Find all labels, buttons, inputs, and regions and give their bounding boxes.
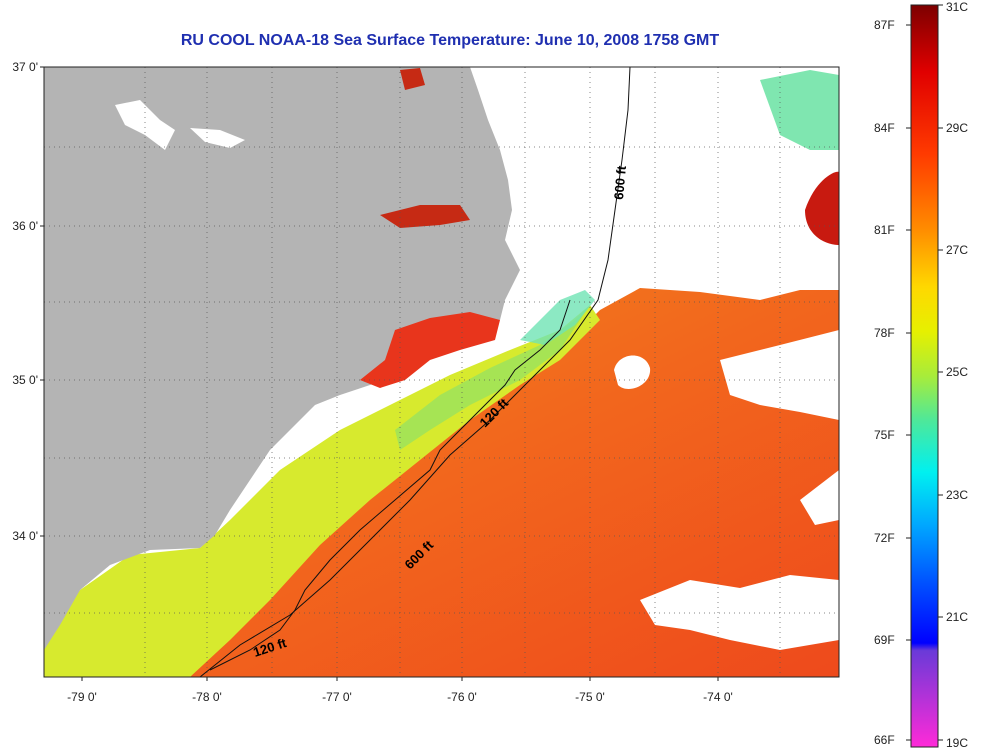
graticule [44, 67, 839, 677]
lon-label: -79 0' [67, 690, 97, 704]
contour-600ft [199, 67, 631, 677]
lat-label: 37 0' [12, 60, 38, 74]
colorbar-label-fahrenheit: 66F [874, 733, 895, 747]
colorbar-label-celsius: 27C [946, 243, 969, 257]
albemarle-sound-water [380, 205, 470, 228]
cloud-patch [720, 330, 839, 420]
lon-label: -78 0' [192, 690, 222, 704]
colorbar-label-celsius: 29C [946, 121, 969, 135]
map-title: RU COOL NOAA-18 Sea Surface Temperature:… [180, 32, 720, 49]
colorbar-label-fahrenheit: 72F [874, 531, 895, 545]
lon-label: -74 0' [703, 690, 733, 704]
axis-ticks [40, 66, 719, 681]
cool-water-patch [760, 70, 839, 150]
colorbar-label-celsius: 25C [946, 365, 969, 379]
colorbar-label-celsius: 23C [946, 488, 969, 502]
sound-water-patch [400, 68, 425, 90]
lon-label: -76 0' [447, 690, 477, 704]
colorbar-label-celsius: 21C [946, 610, 969, 624]
colorbar-label-celsius: 19C [946, 736, 969, 750]
pamlico-sound-water [360, 312, 500, 388]
lat-label: 34 0' [12, 529, 38, 543]
lon-label: -77 0' [322, 690, 352, 704]
contour-label-600ft-north: 600 ft [611, 164, 629, 200]
colorbar-label-fahrenheit: 78F [874, 326, 895, 340]
colorbar-label-fahrenheit: 75F [874, 428, 895, 442]
map-frame [43, 66, 840, 678]
lake [190, 128, 245, 148]
colorbar-label-fahrenheit: 81F [874, 223, 895, 237]
colorbar-label-fahrenheit: 84F [874, 121, 895, 135]
colorbar [910, 4, 939, 748]
warm-eddy [805, 171, 839, 245]
colorbar-label-fahrenheit: 87F [874, 18, 895, 32]
cloud-patch [614, 355, 651, 389]
lake [115, 100, 175, 150]
colorbar-label-celsius: 31C [946, 0, 969, 14]
lat-label: 36 0' [12, 219, 38, 233]
lat-label: 35 0' [12, 373, 38, 387]
nearshore-cyan-water [520, 290, 595, 345]
inshore-green-water [395, 305, 590, 450]
colorbar-label-fahrenheit: 69F [874, 633, 895, 647]
colorbar-ticks [906, 4, 943, 741]
contour-120ft [209, 299, 571, 671]
cloud-patch [800, 470, 839, 525]
lon-label: -75 0' [575, 690, 605, 704]
